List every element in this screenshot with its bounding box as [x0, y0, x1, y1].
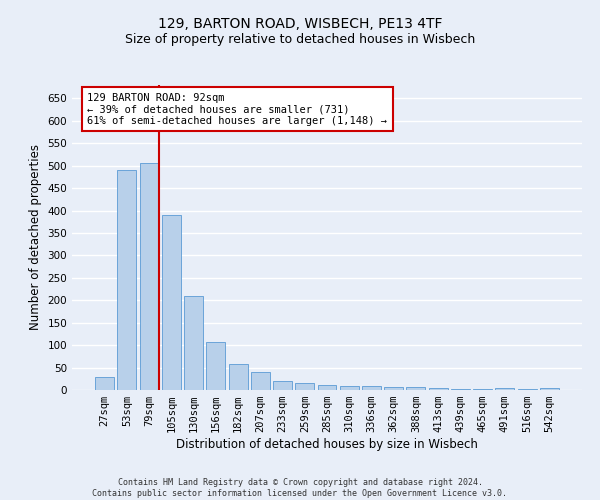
Text: 129, BARTON ROAD, WISBECH, PE13 4TF: 129, BARTON ROAD, WISBECH, PE13 4TF	[158, 18, 442, 32]
Bar	[295, 384, 314, 390]
Bar	[384, 388, 403, 390]
Bar	[496, 388, 514, 390]
Bar	[184, 296, 203, 390]
Bar	[451, 388, 470, 390]
Bar	[206, 342, 225, 390]
Bar	[518, 388, 536, 390]
Bar	[429, 388, 448, 390]
Bar	[540, 388, 559, 390]
Text: 129 BARTON ROAD: 92sqm
← 39% of detached houses are smaller (731)
61% of semi-de: 129 BARTON ROAD: 92sqm ← 39% of detached…	[88, 92, 388, 126]
Bar	[118, 170, 136, 390]
Bar	[473, 388, 492, 390]
X-axis label: Distribution of detached houses by size in Wisbech: Distribution of detached houses by size …	[176, 438, 478, 451]
Bar	[162, 215, 181, 390]
Y-axis label: Number of detached properties: Number of detached properties	[29, 144, 42, 330]
Bar	[406, 388, 425, 390]
Text: Size of property relative to detached houses in Wisbech: Size of property relative to detached ho…	[125, 32, 475, 46]
Bar	[340, 386, 359, 390]
Bar	[362, 386, 381, 390]
Bar	[251, 372, 270, 390]
Bar	[95, 376, 114, 390]
Bar	[317, 384, 337, 390]
Bar	[229, 364, 248, 390]
Bar	[140, 164, 158, 390]
Bar	[273, 382, 292, 390]
Text: Contains HM Land Registry data © Crown copyright and database right 2024.
Contai: Contains HM Land Registry data © Crown c…	[92, 478, 508, 498]
